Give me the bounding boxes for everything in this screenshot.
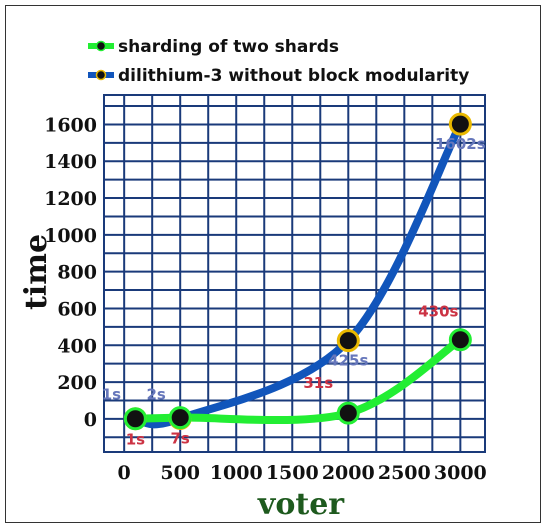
- x-tick-label: 2000: [322, 462, 375, 484]
- y-tick-label: 200: [57, 372, 97, 394]
- legend-marker-dilithium: [95, 69, 107, 81]
- data-label: 425s: [328, 352, 368, 370]
- data-label: 2s: [147, 386, 166, 404]
- x-tick-label: 0: [118, 462, 131, 484]
- x-tick-label: 2500: [378, 462, 431, 484]
- plot-border: [103, 94, 486, 453]
- series-line-0: [131, 335, 465, 425]
- x-tick-label: 1500: [266, 462, 319, 484]
- tick-labels: 0 500 1000 1500 2000 2500 30000200400600800100…: [44, 114, 487, 484]
- data-label: 1s: [126, 431, 145, 449]
- x-tick-label: 1000: [210, 462, 263, 484]
- data-point: [336, 401, 360, 425]
- data-point: [123, 407, 147, 431]
- y-tick-label: 1600: [44, 114, 97, 136]
- y-tick-label: 1000: [44, 225, 97, 247]
- legend-item-sharding: sharding of two shards: [88, 37, 339, 57]
- legend-item-dilithium: dilithium-3 without block modularity: [88, 66, 469, 86]
- legend-label-dilithium: dilithium-3 without block modularity: [118, 66, 469, 86]
- y-axis-label: time: [19, 234, 54, 310]
- y-tick-label: 1400: [44, 151, 97, 173]
- x-tick-label: 500: [160, 462, 200, 484]
- series-lines: [131, 120, 465, 429]
- series-line-1: [131, 120, 465, 429]
- data-point: [336, 329, 360, 353]
- legend: sharding of two shards dilithium-3 witho…: [88, 37, 469, 86]
- data-label: 1602s: [435, 135, 486, 153]
- data-point: [168, 406, 192, 430]
- data-point: [448, 112, 472, 136]
- legend-marker-sharding: [95, 40, 107, 52]
- series-points: [123, 112, 472, 431]
- plot-area: [104, 95, 485, 452]
- x-tick-label: 3000: [434, 462, 487, 484]
- y-tick-label: 600: [57, 298, 97, 320]
- data-labels: 1s 7s 31s 430s 1s 2s 425s 1602s: [102, 135, 486, 449]
- legend-label-sharding: sharding of two shards: [118, 37, 339, 57]
- data-label: 1s: [102, 386, 121, 404]
- y-tick-label: 1200: [44, 188, 97, 210]
- data-label: 430s: [418, 303, 458, 321]
- y-tick-label: 800: [57, 262, 97, 284]
- y-tick-label: 400: [57, 335, 97, 357]
- y-tick-label: 0: [84, 409, 97, 431]
- data-label: 31s: [303, 374, 333, 392]
- data-label: 7s: [171, 430, 190, 448]
- data-point: [448, 328, 472, 352]
- x-axis-label: voter: [257, 487, 345, 522]
- grid: [103, 94, 486, 453]
